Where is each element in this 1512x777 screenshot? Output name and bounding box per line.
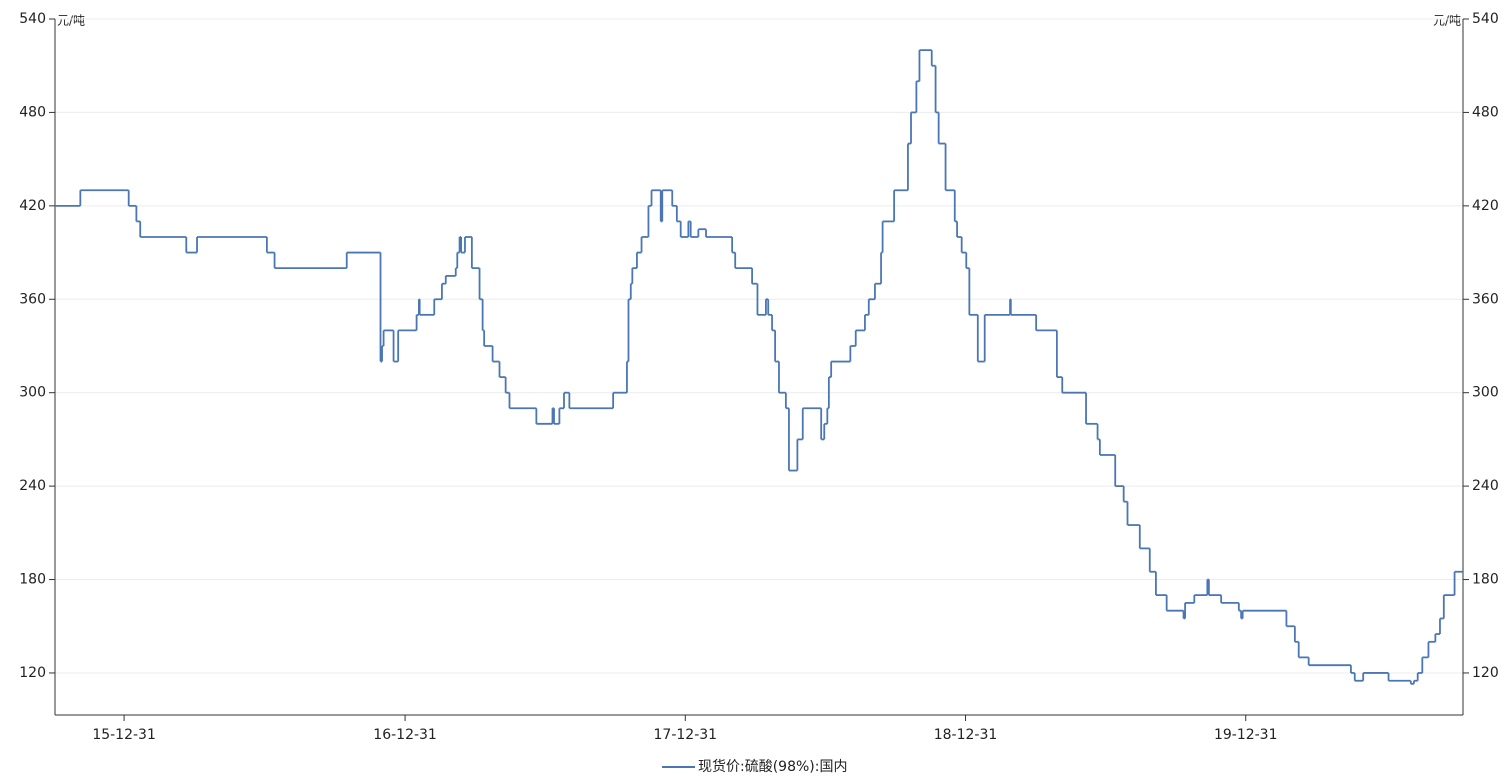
x-tick-label: 18-12-31 <box>934 727 998 743</box>
step-riser <box>79 50 1456 684</box>
y2-tick-label: 360 <box>1472 291 1499 307</box>
y2-tick-label: 120 <box>1472 665 1499 681</box>
legend-label: 现货价:硫酸(98%):国内 <box>698 758 847 775</box>
y-tick-label: 300 <box>19 385 46 401</box>
y-tick-label: 480 <box>19 104 46 120</box>
x-tick-label: 17-12-31 <box>654 727 718 743</box>
y2-tick-label: 300 <box>1472 385 1499 401</box>
y2-tick-label: 180 <box>1472 572 1499 588</box>
y2-tick-label: 480 <box>1472 104 1499 120</box>
y2-unit: 元/吨 <box>1433 14 1461 28</box>
y-tick-label: 360 <box>19 291 46 307</box>
y-tick-label: 120 <box>19 665 46 681</box>
x-tick-label: 19-12-31 <box>1214 727 1278 743</box>
y2-tick-label: 540 <box>1472 11 1499 27</box>
y-unit: 元/吨 <box>57 14 85 28</box>
y2-tick-label: 420 <box>1472 198 1499 214</box>
y-tick-label: 540 <box>19 11 46 27</box>
y-tick-label: 180 <box>19 572 46 588</box>
y2-tick-label: 240 <box>1472 478 1499 494</box>
y-tick-label: 240 <box>19 478 46 494</box>
x-tick-label: 16-12-31 <box>373 727 437 743</box>
y-tick-label: 420 <box>19 198 46 214</box>
x-tick-label: 15-12-31 <box>92 727 156 743</box>
